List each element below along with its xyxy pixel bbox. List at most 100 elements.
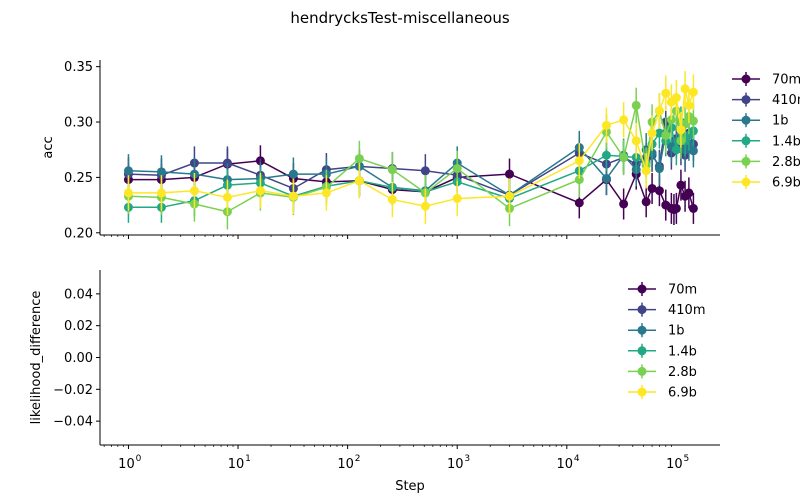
- data-point: [661, 88, 671, 98]
- data-point: [641, 197, 651, 207]
- y-tick-label: −0.02: [53, 383, 93, 398]
- data-point: [156, 167, 166, 177]
- data-point: [574, 175, 584, 185]
- x-tick-exponent: 0: [136, 454, 142, 464]
- y-tick-label: 0.02: [64, 319, 93, 334]
- legend: 70m 410m 1b 1.4b 2.8b 6.9b: [628, 282, 705, 401]
- data-point: [387, 195, 397, 205]
- series-410m: [123, 105, 698, 212]
- data-point: [387, 165, 397, 175]
- legend-label: 2.8b: [668, 365, 697, 380]
- data-point: [680, 84, 690, 94]
- x-tick-exponent: 5: [684, 454, 690, 464]
- y-tick-label: 0.04: [64, 287, 93, 302]
- data-point: [452, 164, 462, 174]
- legend-label: 70m: [772, 73, 800, 88]
- legend-label: 1b: [772, 114, 789, 129]
- data-point: [420, 166, 430, 176]
- y-tick-label: 0.00: [64, 351, 93, 366]
- y-axis-label: acc: [41, 136, 56, 158]
- data-point: [688, 146, 698, 156]
- data-point: [420, 201, 430, 211]
- data-point: [688, 203, 698, 213]
- legend-marker: [741, 156, 751, 166]
- x-tick-exponent: 1: [245, 454, 251, 464]
- data-point: [505, 191, 515, 201]
- data-point: [123, 166, 133, 176]
- legend-label: 6.9b: [772, 176, 800, 191]
- x-tick-exponent: 3: [464, 454, 470, 464]
- legend-marker: [637, 325, 647, 335]
- x-tick-label: 10: [447, 457, 464, 472]
- data-point: [661, 130, 671, 140]
- legend-label: 410m: [772, 93, 800, 108]
- legend-marker: [637, 346, 647, 356]
- x-tick-label: 10: [557, 457, 574, 472]
- data-point: [671, 203, 681, 213]
- data-point: [688, 87, 698, 97]
- data-point: [452, 193, 462, 203]
- legend-marker: [637, 387, 647, 397]
- data-point: [647, 183, 657, 193]
- data-point: [684, 188, 694, 198]
- data-point: [288, 191, 298, 201]
- legend-label: 1b: [668, 324, 685, 339]
- legend-label: 2.8b: [772, 155, 800, 170]
- data-point: [647, 128, 657, 138]
- data-point: [601, 150, 611, 160]
- data-point: [641, 166, 651, 176]
- x-tick-label: 10: [337, 457, 354, 472]
- series-line: [128, 160, 695, 211]
- series-2.8b: [123, 87, 698, 230]
- legend-marker: [741, 115, 751, 125]
- data-point: [321, 188, 331, 198]
- y-tick-label: 0.35: [64, 60, 93, 75]
- series-6.9b: [123, 71, 698, 224]
- chart-title: hendrycksTest-miscellaneous: [290, 9, 510, 27]
- data-point: [601, 174, 611, 184]
- data-point: [631, 136, 641, 146]
- data-point: [505, 169, 515, 179]
- data-point: [619, 152, 629, 162]
- data-point: [255, 186, 265, 196]
- legend-label: 70m: [668, 283, 697, 298]
- y-axis-label: likelihood_difference: [29, 291, 44, 425]
- data-point: [676, 180, 686, 190]
- x-tick-label: 10: [666, 457, 683, 472]
- data-point: [574, 156, 584, 166]
- data-point: [354, 176, 364, 186]
- x-axis-label: Step: [395, 479, 425, 494]
- data-point: [671, 145, 681, 155]
- panel-acc: 0.20 0.25 0.30 0.35 acc 70m 410m 1b 1.4b 2.8b 6.9b: [41, 60, 800, 241]
- data-point: [631, 100, 641, 110]
- legend-label: 1.4b: [772, 134, 800, 149]
- series-70m: [123, 145, 698, 226]
- data-point: [189, 186, 199, 196]
- legend-marker: [637, 284, 647, 294]
- data-point: [574, 198, 584, 208]
- y-tick-label: 0.25: [64, 171, 93, 186]
- x-tick-label: 10: [118, 457, 135, 472]
- data-point: [123, 188, 133, 198]
- legend-label: 410m: [668, 303, 705, 318]
- y-tick-label: 0.20: [64, 226, 93, 241]
- y-tick-label: 0.30: [64, 116, 93, 131]
- data-point: [684, 100, 694, 110]
- legend-marker: [741, 136, 751, 146]
- legend-marker: [741, 95, 751, 105]
- legend-label: 1.4b: [668, 344, 697, 359]
- data-point: [671, 93, 681, 103]
- data-point: [222, 192, 232, 202]
- legend-marker: [741, 177, 751, 187]
- x-tick-exponent: 2: [355, 454, 361, 464]
- y-tick-label: −0.04: [53, 415, 93, 430]
- data-point: [354, 154, 364, 164]
- data-point: [654, 106, 664, 116]
- data-point: [654, 164, 664, 174]
- data-point: [601, 120, 611, 130]
- data-point: [619, 199, 629, 209]
- data-point: [676, 125, 686, 135]
- legend: 70m 410m 1b 1.4b 2.8b 6.9b: [732, 72, 800, 191]
